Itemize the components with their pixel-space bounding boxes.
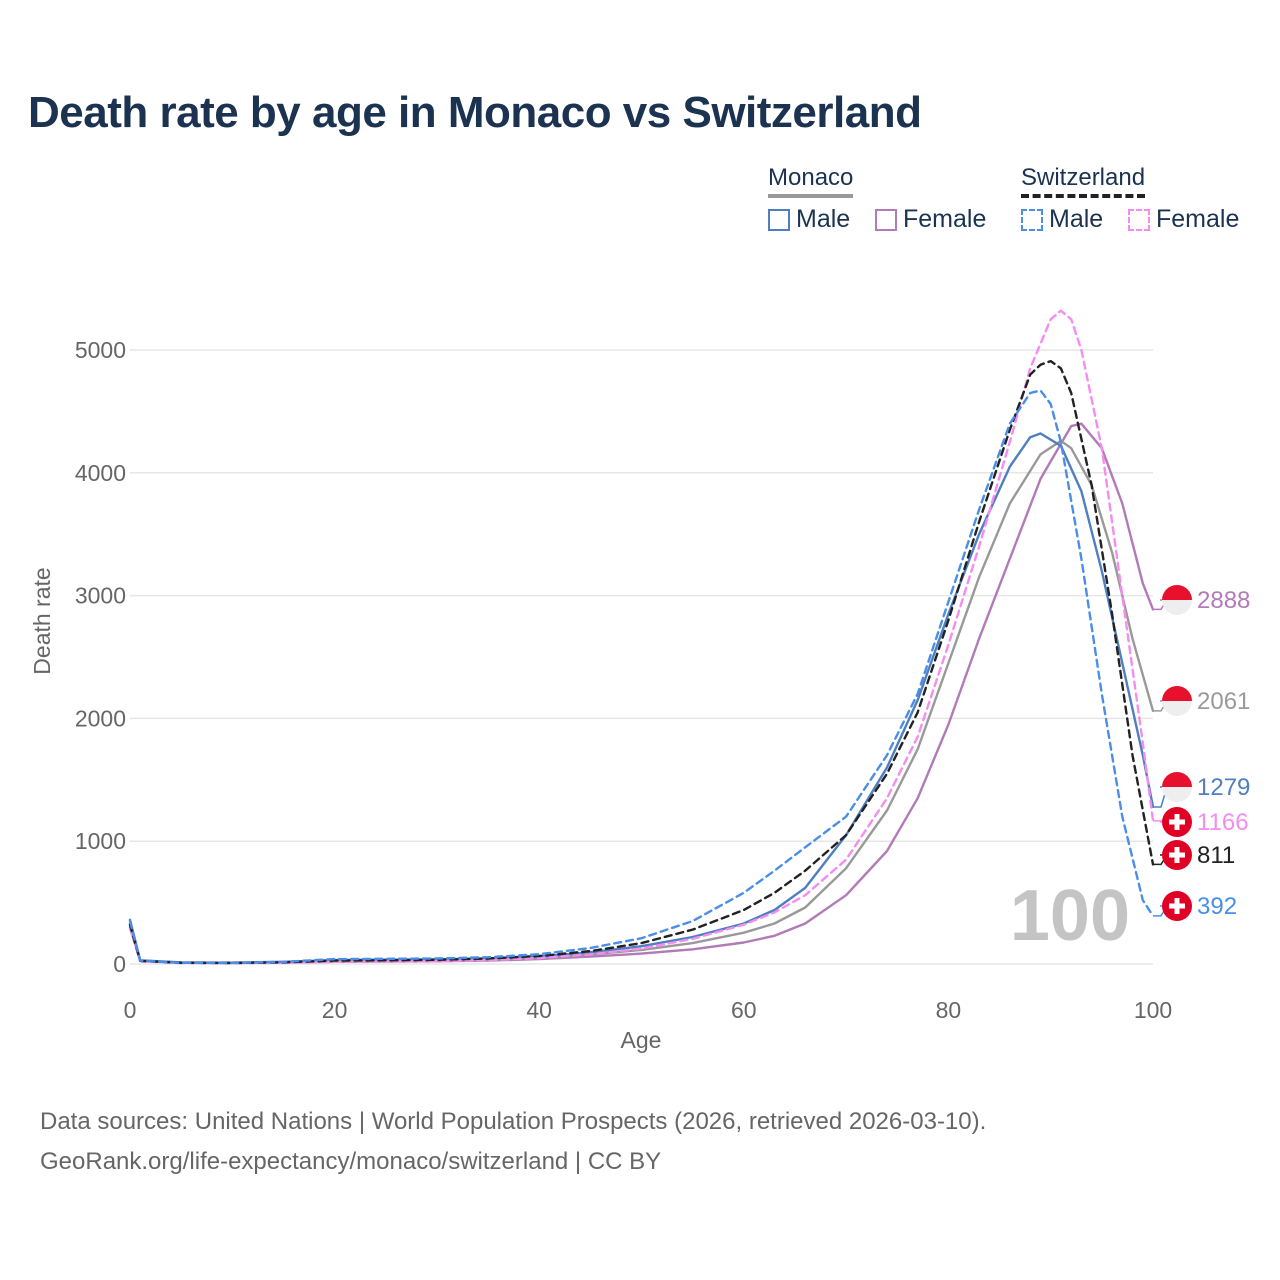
y-tick-label: 2000 [75, 705, 126, 731]
y-axis-label: Death rate [29, 567, 55, 674]
end-label-monaco_male: 1279 [1197, 774, 1250, 801]
legend-monaco-line [768, 194, 854, 198]
x-tick-label: 0 [124, 997, 137, 1023]
legend-monaco-male-swatch [768, 208, 790, 231]
series-line-monaco_total[interactable] [128, 439, 1155, 964]
legend-monaco-male[interactable]: Male [768, 205, 850, 234]
legend-switzerland-female-swatch [1128, 208, 1150, 231]
legend-switzerland-male-swatch [1021, 208, 1043, 231]
grid-lines [130, 349, 1153, 965]
end-label-switzerland_total: 811 [1197, 842, 1235, 869]
y-tick-label: 1000 [75, 828, 126, 854]
y-tick-label: 5000 [75, 337, 126, 363]
x-tick-label: 60 [731, 997, 757, 1023]
legend-monaco-female-label: Female [903, 205, 987, 233]
x-tick-label: 20 [322, 997, 348, 1023]
x-axis-label: Age [621, 1027, 662, 1053]
y-tick-label: 4000 [75, 460, 126, 486]
y-tick-label: 0 [113, 951, 126, 977]
series-line-monaco_female[interactable] [128, 422, 1155, 964]
x-tick-label: 80 [936, 997, 962, 1023]
chart-title: Death rate by age in Monaco vs Switzerla… [28, 88, 922, 137]
y-axis-ticks: 0 1000 2000 3000 4000 5000 [75, 337, 126, 977]
end-label-monaco_total: 2061 [1197, 688, 1250, 715]
end-label-switzerland_female: 1166 [1197, 809, 1249, 836]
series-lines [128, 309, 1155, 965]
legend-switzerland-female-label: Female [1156, 205, 1240, 233]
legend-switzerland-female[interactable]: Female [1128, 205, 1239, 234]
monaco-flag-icon [1162, 585, 1192, 615]
x-tick-label: 100 [1134, 997, 1172, 1023]
x-tick-label: 40 [526, 997, 552, 1023]
legend-switzerland-male[interactable]: Male [1021, 205, 1103, 234]
source-line-2: GeoRank.org/life-expectancy/monaco/switz… [40, 1148, 662, 1175]
y-tick-label: 3000 [75, 583, 126, 609]
switzerland-flag-icon [1162, 840, 1192, 870]
end-labels: 2888 2061 1279 1166 811 392 [1153, 585, 1250, 921]
series-line-switzerland_female[interactable] [128, 309, 1155, 965]
series-line-switzerland_total[interactable] [128, 359, 1155, 965]
legend-monaco-male-label: Male [796, 205, 851, 233]
switzerland-flag-icon [1162, 807, 1192, 837]
monaco-flag-icon [1162, 686, 1192, 716]
end-label-switzerland_male: 392 [1197, 893, 1237, 920]
year-label: 100 [1010, 876, 1130, 956]
legend-switzerland-title: Switzerland [1021, 164, 1146, 198]
source-line-1: Data sources: United Nations | World Pop… [40, 1108, 987, 1135]
switzerland-flag-icon [1162, 891, 1192, 921]
x-axis-ticks: 0 20 40 60 80 100 [124, 997, 1173, 1023]
end-label-monaco_female: 2888 [1197, 587, 1250, 614]
series-line-monaco_male[interactable] [128, 432, 1155, 964]
legend-switzerland-male-label: Male [1049, 205, 1104, 233]
death-rate-chart: 0 1000 2000 3000 4000 5000 0 20 40 60 80 100 100 2… [29, 309, 1250, 1053]
legend-monaco-title: Monaco [768, 164, 854, 198]
monaco-flag-icon [1162, 772, 1192, 802]
legend-switzerland-line [1021, 194, 1146, 198]
legend-monaco-female[interactable]: Female [875, 205, 986, 234]
legend-monaco-female-swatch [875, 208, 897, 231]
series-line-switzerland_male[interactable] [128, 389, 1155, 965]
